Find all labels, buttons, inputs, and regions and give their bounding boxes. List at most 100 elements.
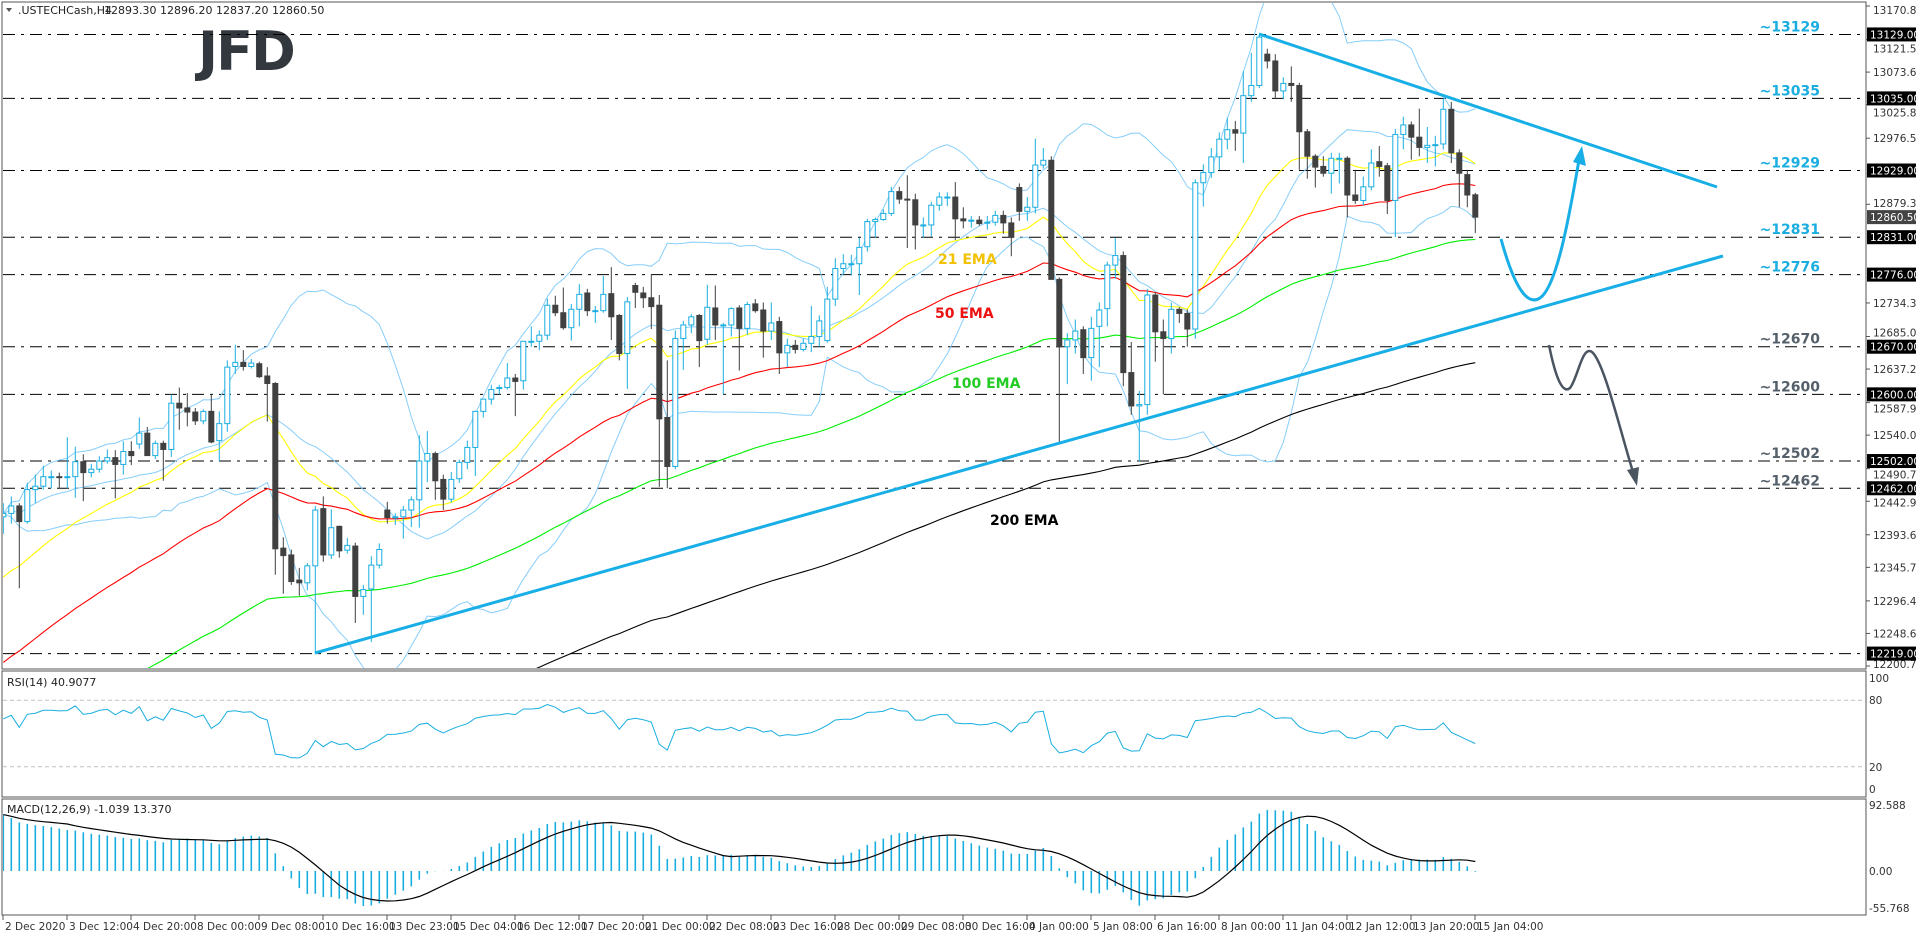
trendlines bbox=[314, 32, 1724, 655]
bearish-candle bbox=[1352, 169, 1359, 204]
bullish-candle bbox=[1072, 319, 1079, 354]
level-price-box bbox=[1867, 339, 1916, 354]
candle-body bbox=[1376, 161, 1383, 167]
candle-body bbox=[528, 340, 535, 343]
candle-body bbox=[1352, 194, 1359, 201]
bullish-candle bbox=[1024, 197, 1031, 221]
candle-body bbox=[1472, 194, 1479, 218]
candle-body bbox=[1264, 53, 1271, 62]
candle-body bbox=[1456, 152, 1463, 174]
time-tick-label: 4 Jan 00:00 bbox=[1029, 921, 1089, 933]
candle-body bbox=[400, 509, 407, 518]
bullish-candle bbox=[1032, 138, 1039, 214]
bullish-candle bbox=[744, 301, 751, 336]
candle-body bbox=[712, 307, 719, 326]
level-label: ~13129 bbox=[1760, 19, 1820, 35]
bullish-scenario-arrow bbox=[1499, 159, 1581, 302]
bearish-candle bbox=[560, 287, 567, 330]
bullish-candle bbox=[472, 410, 479, 477]
candle-body bbox=[688, 316, 695, 326]
candle-body bbox=[984, 221, 991, 224]
candle-body bbox=[1336, 157, 1343, 160]
candle-body bbox=[864, 221, 871, 248]
macd-plot bbox=[3, 809, 1477, 907]
candle-body bbox=[872, 219, 879, 223]
level-price-box bbox=[1867, 267, 1916, 282]
bearish-candle bbox=[1320, 156, 1327, 177]
candle-body bbox=[1136, 404, 1143, 407]
bearish-candle bbox=[952, 182, 959, 240]
bullish-candle bbox=[1216, 132, 1223, 170]
price-tick-label: 12587.90 bbox=[1873, 403, 1916, 415]
bullish-candle bbox=[1280, 77, 1287, 100]
level-price-box-label: 12831.00 bbox=[1870, 232, 1916, 244]
descending-trendline[interactable] bbox=[1258, 32, 1718, 189]
candle-body bbox=[152, 442, 159, 457]
triangle-down-icon[interactable] bbox=[6, 8, 12, 12]
price-axis[interactable]: 13170.80 13121.50 13073.65 13025.80 12976.50… bbox=[1866, 5, 1916, 671]
price-tick-label: 12734.35 bbox=[1873, 298, 1916, 310]
candle-body bbox=[104, 457, 111, 462]
bearish-candle bbox=[296, 567, 303, 596]
time-axis[interactable]: 2 Dec 2020 3 Dec 12:00 4 Dec 20:00 8 Dec 00… bbox=[2, 915, 1543, 933]
svg-text:JFD: JFD bbox=[194, 20, 294, 83]
candle-body bbox=[1016, 187, 1023, 212]
bullish-candle bbox=[3, 503, 7, 534]
price-tick-label: 13025.80 bbox=[1873, 107, 1916, 119]
rsi-axis-label: 0 bbox=[1869, 784, 1876, 796]
bullish-candle bbox=[944, 192, 951, 206]
level-price-box-label: 12502.00 bbox=[1870, 456, 1916, 468]
candle-body bbox=[944, 196, 951, 199]
price-tick-label: 13073.65 bbox=[1873, 67, 1916, 79]
ascending-trendline[interactable] bbox=[314, 254, 1724, 655]
bearish-candle bbox=[240, 350, 247, 371]
candle-body bbox=[1200, 172, 1207, 184]
bullish-candle bbox=[8, 496, 15, 524]
candle-body bbox=[368, 564, 375, 590]
candle-body bbox=[560, 312, 567, 329]
candle-body bbox=[496, 387, 503, 390]
candle-body bbox=[1400, 124, 1407, 135]
price-tick-label: 12976.50 bbox=[1873, 133, 1916, 145]
level-price-box bbox=[1867, 481, 1916, 496]
bullish-candle bbox=[392, 513, 399, 525]
bullish-candle bbox=[456, 459, 463, 483]
candle-body bbox=[656, 304, 663, 420]
bearish-candle bbox=[1448, 101, 1455, 164]
candle-body bbox=[504, 377, 511, 389]
bearish-candle bbox=[1152, 292, 1159, 362]
macd-axis-label: 92.588 bbox=[1869, 800, 1906, 812]
candle-body bbox=[920, 224, 927, 227]
candle-body bbox=[200, 410, 207, 422]
candle-body bbox=[1448, 108, 1455, 154]
candle-body bbox=[1432, 144, 1439, 147]
bearish-candle bbox=[1464, 169, 1471, 208]
candle-body bbox=[288, 554, 295, 582]
bullish-candle bbox=[1256, 34, 1263, 89]
macd-axis-label: 0.00 bbox=[1869, 866, 1892, 878]
bearish-candle bbox=[112, 450, 119, 499]
bollinger-lower bbox=[3, 205, 1476, 668]
level-label: ~12929 bbox=[1760, 156, 1820, 172]
level-labels: ~13129 ~13035 ~12929 ~12831 ~12776 ~12670 ~126… bbox=[1760, 19, 1821, 489]
time-tick-label: 13 Dec 23:00 bbox=[389, 921, 460, 933]
symbol-label: .USTECHCash,H4 bbox=[18, 4, 112, 17]
bullish-candle bbox=[1208, 148, 1215, 178]
bearish-candle bbox=[1312, 154, 1319, 188]
candle-body bbox=[8, 505, 15, 514]
candle-body bbox=[272, 382, 279, 550]
candle-body bbox=[424, 453, 431, 462]
candle-body bbox=[1096, 309, 1103, 327]
candle-body bbox=[128, 451, 135, 457]
bearish-candle bbox=[1160, 319, 1167, 395]
candle-body bbox=[544, 304, 551, 336]
bearish-candle bbox=[16, 503, 23, 589]
bullish-candle bbox=[504, 363, 511, 390]
level-price-box bbox=[1867, 387, 1916, 402]
bullish-candle bbox=[216, 411, 223, 462]
candle-body bbox=[1296, 84, 1303, 133]
bullish-candle bbox=[720, 322, 727, 395]
bullish-candle bbox=[96, 456, 103, 473]
time-tick-label: 17 Dec 20:00 bbox=[581, 921, 652, 933]
candle-body bbox=[408, 499, 415, 511]
